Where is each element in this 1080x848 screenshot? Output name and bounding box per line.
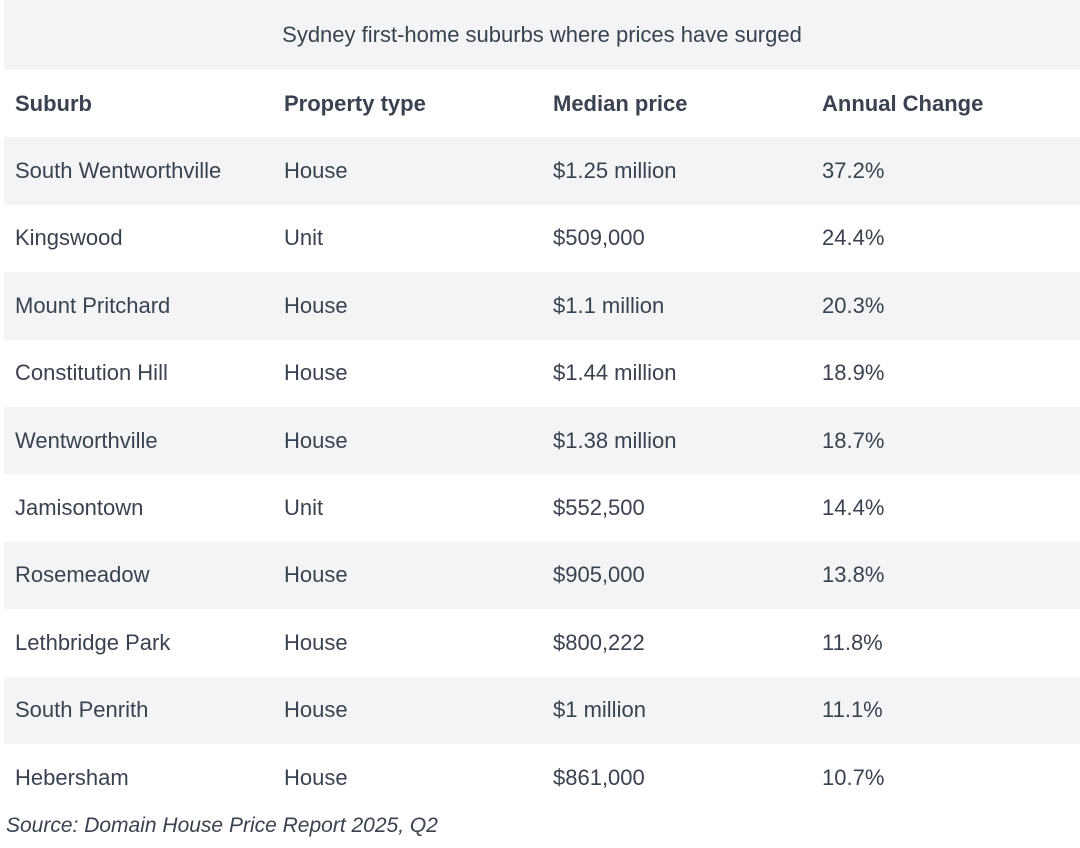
cell-property-type: House [284, 427, 348, 453]
header-median-price: Median price [553, 90, 688, 116]
cell-property-type: House [284, 764, 348, 790]
cell-property-type: House [284, 158, 348, 184]
table-row: Lethbridge Park House $800,222 11.8% [4, 609, 1080, 677]
cell-property-type: House [284, 562, 348, 588]
cell-median-price: $509,000 [553, 225, 645, 251]
cell-annual-change: 20.3% [822, 292, 885, 318]
cell-median-price: $1 million [553, 697, 646, 723]
cell-property-type: Unit [284, 225, 324, 251]
cell-suburb: Mount Pritchard [15, 292, 171, 318]
cell-suburb: Rosemeadow [15, 562, 150, 588]
cell-suburb: Jamisontown [15, 495, 144, 521]
cell-property-type: House [284, 629, 348, 655]
table-row: Constitution Hill House $1.44 million 18… [4, 339, 1080, 407]
cell-median-price: $552,500 [553, 495, 645, 521]
cell-annual-change: 11.1% [822, 697, 883, 723]
table-row: Kingswood Unit $509,000 24.4% [4, 204, 1080, 273]
cell-median-price: $1.1 million [553, 292, 665, 318]
cell-annual-change: 11.8% [822, 629, 883, 655]
cell-median-price: $800,222 [553, 629, 645, 655]
table-row: South Penrith House $1 million 11.1% [4, 676, 1080, 744]
header-suburb: Suburb [15, 90, 92, 116]
table-row: South Wentworthville House $1.25 million… [4, 137, 1080, 205]
cell-suburb: Constitution Hill [15, 360, 168, 386]
cell-property-type: House [284, 292, 348, 318]
cell-annual-change: 13.8% [822, 562, 885, 588]
cell-annual-change: 14.4% [822, 495, 885, 521]
table-row: Hebersham House $861,000 10.7% [4, 743, 1080, 812]
cell-annual-change: 37.2% [822, 158, 885, 184]
table-row: Rosemeadow House $905,000 13.8% [4, 541, 1080, 610]
cell-suburb: South Wentworthville [15, 158, 222, 184]
header-property-type: Property type [284, 90, 426, 116]
cell-annual-change: 18.9% [822, 360, 885, 386]
cell-annual-change: 18.7% [822, 427, 885, 453]
cell-property-type: Unit [284, 495, 324, 521]
cell-median-price: $1.38 million [553, 427, 677, 453]
cell-suburb: South Penrith [15, 697, 149, 723]
cell-median-price: $861,000 [553, 764, 645, 790]
cell-annual-change: 24.4% [822, 225, 885, 251]
cell-suburb: Wentworthville [15, 427, 158, 453]
cell-suburb: Hebersham [15, 764, 129, 790]
table-title: Sydney first-home suburbs where prices h… [4, 0, 1080, 70]
cell-suburb: Lethbridge Park [15, 629, 171, 655]
price-table: Suburb Property type Median price Annual… [4, 70, 1080, 812]
source-note: Source: Domain House Price Report 2025, … [6, 814, 438, 837]
cell-property-type: House [284, 697, 348, 723]
header-annual-change: Annual Change [822, 90, 984, 116]
cell-median-price: $1.44 million [553, 360, 677, 386]
table-row: Wentworthville House $1.38 million 18.7% [4, 406, 1080, 475]
table-row: Mount Pritchard House $1.1 million 20.3% [4, 272, 1080, 340]
cell-median-price: $905,000 [553, 562, 645, 588]
cell-annual-change: 10.7% [822, 764, 885, 790]
cell-median-price: $1.25 million [553, 158, 677, 184]
cell-property-type: House [284, 360, 348, 386]
cell-suburb: Kingswood [15, 225, 123, 251]
table-row: Jamisontown Unit $552,500 14.4% [4, 474, 1080, 542]
header-row: Suburb Property type Median price Annual… [4, 70, 1080, 137]
